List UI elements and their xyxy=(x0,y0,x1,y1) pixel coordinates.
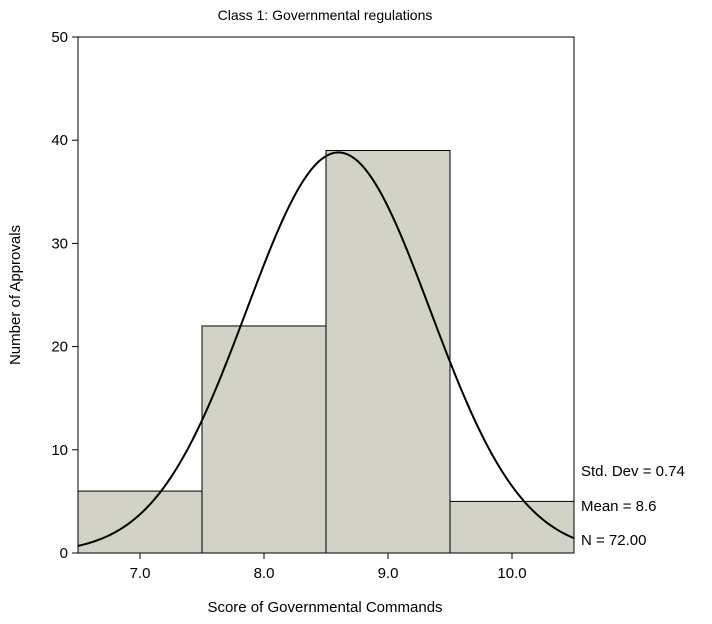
y-axis-label: Number of Approvals xyxy=(7,225,24,365)
x-tick-label: 7.0 xyxy=(130,565,151,582)
x-tick-label: 8.0 xyxy=(254,565,275,582)
histogram-bar-3 xyxy=(325,150,451,554)
histogram-bar-1 xyxy=(77,490,203,554)
y-tick-label: 50 xyxy=(51,29,68,46)
histogram-bar-4 xyxy=(449,500,575,554)
y-tick-label: 30 xyxy=(51,235,68,252)
x-axis-label: Score of Governmental Commands xyxy=(207,599,442,616)
stat-mean: Mean = 8.6 xyxy=(581,498,656,515)
y-tick-label: 20 xyxy=(51,339,68,356)
chart-title: Class 1: Governmental regulations xyxy=(218,7,433,23)
normal-curve xyxy=(77,151,575,547)
stat-n: N = 72.00 xyxy=(581,532,646,549)
histogram-bar-2 xyxy=(201,325,327,554)
x-tick-label: 9.0 xyxy=(378,565,399,582)
y-tick-label: 0 xyxy=(60,545,68,562)
stat-std-dev: Std. Dev = 0.74 xyxy=(581,463,685,480)
x-tick-label: 10.0 xyxy=(497,565,526,582)
plot-frame xyxy=(77,36,575,554)
y-tick-label: 40 xyxy=(51,132,68,149)
y-tick-label: 10 xyxy=(51,442,68,459)
